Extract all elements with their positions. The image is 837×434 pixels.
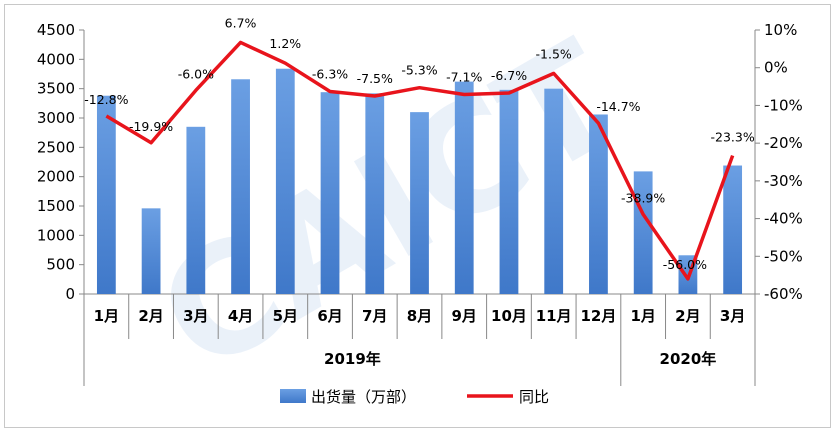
y-left-tick-label: 3000: [37, 109, 75, 127]
x-tick-label: 2月: [138, 307, 163, 325]
bar: [141, 208, 161, 294]
y-right-tick-label: -20%: [764, 134, 803, 152]
y-right-tick-label: -50%: [764, 247, 803, 265]
data-label: -1.5%: [536, 46, 572, 61]
x-tick-label: 3月: [183, 307, 208, 325]
data-label: -56.0%: [663, 257, 707, 272]
data-label: -12.8%: [84, 92, 128, 107]
data-label: 6.7%: [225, 15, 257, 30]
x-tick-label: 5月: [273, 307, 298, 325]
data-label: -6.3%: [312, 66, 348, 81]
data-label: 1.2%: [269, 36, 301, 51]
bar: [365, 93, 385, 294]
x-tick-label: 3月: [720, 307, 745, 325]
x-tick-label: 1月: [630, 307, 655, 325]
y-left-tick-label: 2000: [37, 168, 75, 186]
data-label: -5.3%: [401, 63, 437, 78]
bar: [96, 95, 116, 294]
bar: [544, 88, 564, 295]
y-right-tick-label: 10%: [764, 21, 797, 39]
data-label: -6.7%: [491, 68, 527, 83]
chart-frame: CAICT 0 500 1000 1500 2000 2500 3000 3500 4000 45…: [4, 4, 831, 428]
bar: [499, 89, 519, 294]
year-group-label: 2020年: [660, 350, 717, 368]
bar: [275, 68, 295, 294]
x-tick-label: 1月: [94, 307, 119, 325]
y-right-tick-label: -60%: [764, 285, 803, 303]
x-tick-label: 8月: [407, 307, 432, 325]
bar: [186, 126, 206, 294]
y-left-tick-label: 4000: [37, 50, 75, 68]
y-left-tick-label: 1500: [37, 197, 75, 215]
data-label: -23.3%: [711, 130, 755, 145]
data-label: -19.9%: [129, 119, 173, 134]
year-group-label: 2019年: [324, 350, 381, 368]
x-tick-label: 7月: [362, 307, 387, 325]
x-tick-label: 6月: [317, 307, 342, 325]
y-left-tick-label: 0: [65, 285, 75, 303]
x-tick-label: 9月: [452, 307, 477, 325]
yoy-line: [105, 40, 735, 281]
data-label: -6.0%: [178, 66, 214, 81]
x-tick-label: 4月: [228, 307, 253, 325]
y-left-tick-label: 3500: [37, 80, 75, 98]
y-left-tick-label: 1000: [37, 226, 75, 244]
data-label: -7.1%: [446, 69, 482, 84]
y-right-tick-label: -30%: [764, 172, 803, 190]
bar: [231, 79, 250, 294]
y-left-tick-label: 2500: [37, 138, 75, 156]
y-right-tick-label: -40%: [764, 210, 803, 228]
x-tick-label: 2月: [675, 307, 700, 325]
x-tick-label: 12月: [580, 307, 616, 325]
data-label: -38.9%: [621, 190, 665, 205]
data-label: -14.7%: [596, 99, 640, 114]
bar: [723, 165, 743, 294]
bar: [320, 92, 340, 294]
bar: [410, 112, 429, 294]
y-left-tick-label: 4500: [37, 21, 75, 39]
legend-bar-swatch: [280, 389, 306, 403]
bar: [454, 81, 474, 294]
shipment-chart: CAICT 0500100015002000250030003500400045…: [37, 9, 803, 407]
y-right-tick-label: 0%: [764, 59, 788, 77]
bar: [589, 114, 608, 294]
x-tick-label: 10月: [491, 307, 527, 325]
legend-line-label: 同比: [519, 388, 549, 406]
data-label: -7.5%: [357, 71, 393, 86]
legend-bar-label: 出货量（万部）: [311, 388, 416, 406]
y-left-tick-label: 500: [46, 256, 75, 274]
x-tick-label: 11月: [536, 307, 572, 325]
y-right-tick-label: -10%: [764, 96, 803, 114]
